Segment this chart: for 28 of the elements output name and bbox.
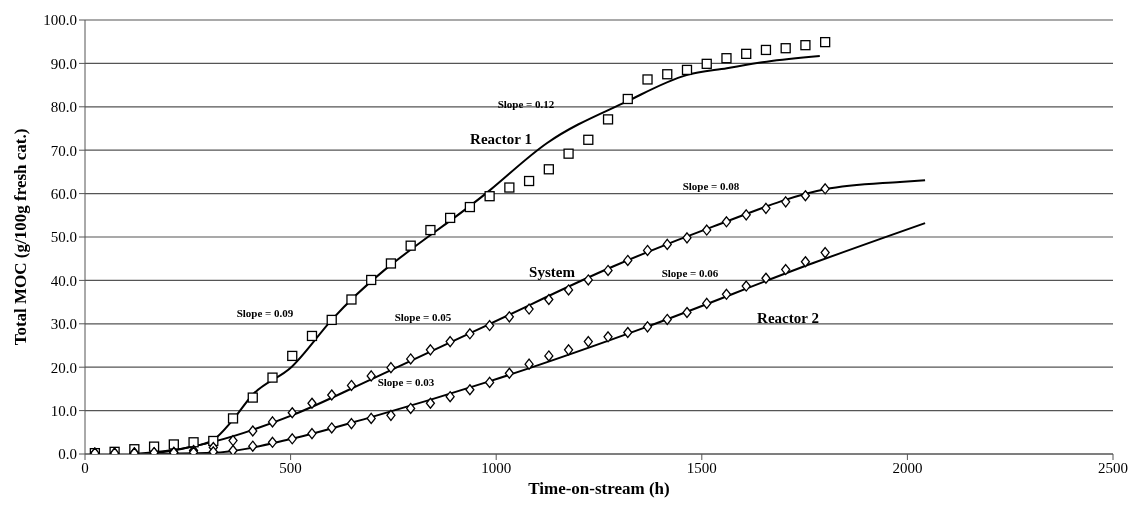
annotation: System [529,264,576,280]
x-axis-title: Time-on-stream (h) [528,479,670,498]
annotation: Reactor 1 [470,131,532,147]
x-tick-label: 500 [279,459,302,476]
x-tick-label: 2500 [1098,459,1128,476]
y-tick-label: 60.0 [50,185,77,202]
x-tick-label: 1500 [686,459,717,476]
y-tick-label: 80.0 [50,99,77,116]
annotation: Slope = 0.08 [682,180,740,192]
x-tick-label: 2000 [892,459,923,476]
annotation: Slope = 0.09 [236,307,294,319]
y-tick-label: 70.0 [50,142,77,159]
annotation: Slope = 0.03 [377,376,435,388]
y-axis-title: Total MOC (g/100g fresh cat.) [11,128,30,346]
y-tick-label: 90.0 [50,55,77,72]
y-tick-label: 40.0 [50,272,77,289]
y-tick-label: 10.0 [50,402,77,419]
y-tick-label: 0.0 [58,446,77,463]
y-tick-label: 20.0 [50,359,77,376]
x-tick-label: 0 [81,459,89,476]
annotation: Slope = 0.06 [661,267,719,279]
annotation: Slope = 0.05 [394,311,452,323]
x-tick-label: 1000 [481,459,512,476]
y-tick-label: 50.0 [50,229,77,246]
annotation: Reactor 2 [757,310,819,326]
y-tick-label: 100.0 [43,12,77,29]
annotation: Slope = 0.12 [497,98,555,110]
y-tick-label: 30.0 [50,316,77,333]
